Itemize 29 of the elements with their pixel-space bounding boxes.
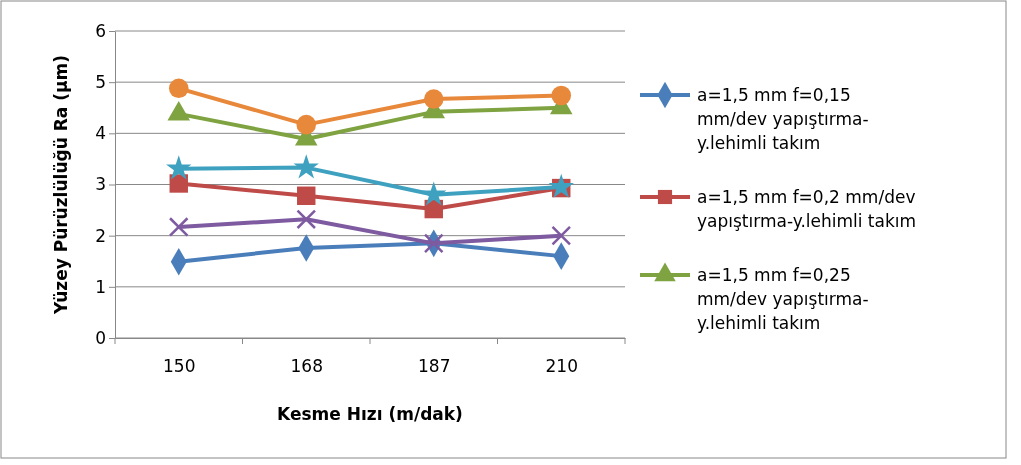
point (293, 154, 319, 179)
y-axis-title: Yüzey Pürüzlülüğü Ra (µm) (51, 55, 71, 315)
legend-label: a=1,5 mm f=0,2 mm/dev yapıştırma-y.lehimli takım (697, 187, 917, 231)
point (551, 85, 572, 106)
point (168, 78, 189, 99)
point (297, 186, 316, 205)
point (296, 114, 317, 135)
y-tick-label: 3 (95, 174, 106, 195)
y-tick-label: 2 (95, 225, 106, 246)
point (423, 89, 444, 109)
point (421, 181, 447, 206)
legend-label: a=1,5 mm f=0,15 mm/dev yapıştırma-y.lehimli takım (697, 85, 869, 153)
x-tick-label: 168 (290, 356, 323, 377)
point (169, 174, 188, 193)
point (548, 173, 574, 198)
x-tick-label: 150 (163, 356, 196, 377)
y-tick-label: 4 (95, 123, 106, 144)
point (166, 155, 192, 180)
y-tick-label: 5 (95, 72, 106, 93)
x-tick-label: 187 (418, 356, 451, 377)
x-axis-title: Kesme Hızı (m/dak) (277, 404, 463, 424)
y-tick-label: 1 (95, 276, 106, 297)
y-tick-label: 0 (95, 327, 106, 348)
x-tick-label: 210 (545, 356, 578, 377)
point (551, 225, 572, 246)
point (296, 209, 317, 230)
point (168, 217, 189, 237)
legend-label: a=1,5 mm f=0,25 mm/dev yapıştırma-y.lehimli takım (697, 265, 869, 333)
y-tick-label: 6 (95, 20, 106, 41)
